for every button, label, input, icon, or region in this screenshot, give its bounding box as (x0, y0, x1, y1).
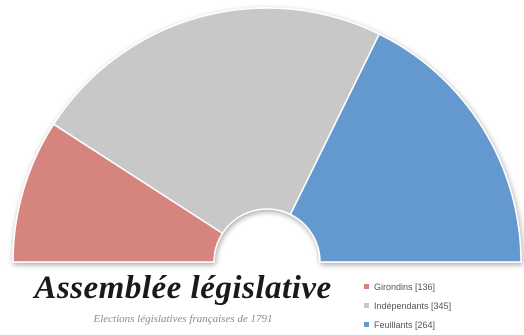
legend-swatch-girondins (364, 284, 369, 289)
slice-feuillants (289, 33, 522, 263)
chart-subtitle: Elections législatives françaises de 179… (93, 313, 273, 325)
legend-label-girondins: Girondins [136] (374, 281, 436, 292)
legend-item-feuillants: Feuillants [264] (364, 315, 514, 334)
slice-girondins (12, 123, 224, 263)
legend-label-independants: Indépendants [345] (374, 300, 452, 311)
chart-title: Assemblée législative (34, 270, 332, 306)
chart-legend: Girondins [136] Indépendants [345] Feuil… (364, 277, 514, 334)
slice-independants (52, 7, 381, 235)
legend-label-feuillants: Feuillants [264] (374, 319, 436, 330)
chart-plot-area (12, 7, 522, 263)
legend-swatch-independants (364, 303, 369, 308)
chart-slices (12, 7, 522, 263)
legend-swatch-feuillants (364, 322, 369, 327)
legend-item-independants: Indépendants [345] (364, 296, 514, 315)
legend-item-girondins: Girondins [136] (364, 277, 514, 296)
